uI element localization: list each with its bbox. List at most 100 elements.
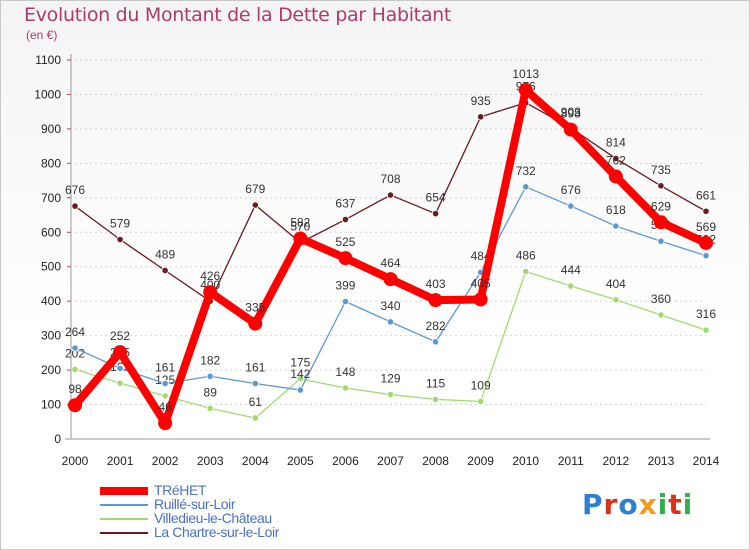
- data-label: 89: [204, 385, 218, 399]
- x-tick-label: 2010: [512, 454, 539, 468]
- x-tick-label: 2004: [242, 454, 269, 468]
- data-point: [71, 365, 79, 374]
- data-label: 282: [426, 319, 446, 333]
- data-label: 142: [290, 367, 310, 381]
- x-tick-label: 2003: [197, 454, 224, 468]
- data-point: [251, 201, 259, 209]
- x-tick-label: 2002: [152, 454, 179, 468]
- data-label: 340: [380, 299, 400, 313]
- data-point: [383, 272, 398, 287]
- data-point: [206, 372, 214, 380]
- y-tick-label: 700: [41, 191, 61, 205]
- data-label: 903: [561, 105, 581, 119]
- data-point: [699, 235, 713, 250]
- data-point: [518, 82, 533, 97]
- data-label: 525: [335, 235, 355, 249]
- data-label: 762: [606, 153, 626, 167]
- data-label: 444: [561, 263, 581, 277]
- data-label: 335: [245, 301, 265, 315]
- data-label: 175: [290, 356, 310, 370]
- data-point: [431, 210, 440, 218]
- y-tick-label: 100: [41, 398, 61, 412]
- data-label: 182: [200, 353, 220, 367]
- data-point: [296, 386, 304, 394]
- y-tick-label: 300: [41, 329, 61, 343]
- data-label: 426: [200, 269, 220, 283]
- data-point: [612, 154, 620, 163]
- y-tick-label: 900: [41, 122, 61, 136]
- data-point: [563, 122, 578, 137]
- data-label: 570: [290, 220, 310, 234]
- data-label: 935: [471, 94, 491, 108]
- legend-label: Ruillé-sur-Loir: [154, 496, 236, 512]
- data-label: 264: [65, 325, 85, 339]
- data-point: [71, 202, 79, 210]
- data-point: [68, 398, 82, 413]
- data-point: [477, 397, 485, 406]
- legend-label: TRéHET: [154, 482, 207, 498]
- data-point: [251, 414, 259, 422]
- legend-swatch: [100, 532, 148, 534]
- data-point: [248, 316, 263, 331]
- data-point: [612, 222, 620, 230]
- legend-label: La Chartre-sur-le-Loir: [154, 524, 280, 540]
- data-point: [657, 182, 665, 190]
- legend-swatch: [100, 504, 148, 506]
- data-label: 489: [155, 248, 175, 262]
- data-label: 654: [426, 191, 446, 205]
- data-label: 46: [158, 400, 172, 414]
- data-label: 252: [110, 329, 130, 343]
- data-point: [203, 285, 218, 300]
- data-point: [116, 235, 124, 244]
- data-point: [161, 392, 169, 400]
- data-label: 814: [606, 136, 626, 150]
- data-label: 360: [651, 292, 671, 306]
- x-tick-label: 2011: [558, 454, 584, 468]
- data-point: [567, 282, 575, 290]
- data-label: 629: [651, 199, 671, 213]
- data-label: 898: [561, 107, 581, 121]
- series-line: [74, 102, 707, 302]
- y-tick-label: 1100: [35, 53, 61, 67]
- y-tick-label: 1000: [34, 87, 61, 101]
- data-label: 61: [249, 395, 263, 409]
- data-point: [113, 345, 128, 360]
- data-point: [431, 395, 440, 403]
- data-point: [567, 202, 575, 210]
- data-point: [158, 416, 173, 431]
- data-label: 148: [335, 365, 355, 379]
- x-tick-label: 2000: [62, 454, 89, 468]
- data-label: 679: [245, 182, 265, 196]
- x-tick-label: 2012: [603, 454, 630, 468]
- data-point: [431, 338, 440, 346]
- data-label: 464: [380, 256, 400, 270]
- data-point: [477, 113, 485, 121]
- data-point: [296, 375, 304, 383]
- y-tick-label: 500: [41, 260, 61, 274]
- data-label: 569: [696, 220, 716, 234]
- y-tick-label: 0: [54, 432, 61, 446]
- data-point: [386, 390, 395, 399]
- data-point: [251, 379, 259, 388]
- data-point: [341, 297, 350, 306]
- proxiti-logo: Proxiti: [582, 488, 694, 521]
- data-label: 582: [290, 215, 310, 229]
- data-point: [612, 296, 620, 304]
- data-point: [657, 311, 665, 319]
- y-tick-label: 600: [41, 225, 61, 239]
- y-tick-label: 200: [41, 363, 61, 377]
- data-label: 735: [651, 163, 671, 177]
- data-label: 486: [516, 249, 536, 263]
- data-point: [702, 252, 710, 260]
- legend-swatch: [100, 487, 148, 495]
- data-point: [522, 183, 530, 191]
- line-chart: 0 100 200 300 400 500 600 700 800 900 1000 1100 2000…: [34, 53, 719, 468]
- data-point: [522, 267, 530, 276]
- data-point: [386, 318, 395, 326]
- x-tick-label: 2008: [422, 454, 449, 468]
- data-point: [653, 215, 668, 230]
- data-label: 129: [380, 372, 400, 386]
- x-tick-label: 2009: [467, 454, 494, 468]
- data-point: [702, 326, 710, 334]
- data-label: 404: [606, 277, 626, 291]
